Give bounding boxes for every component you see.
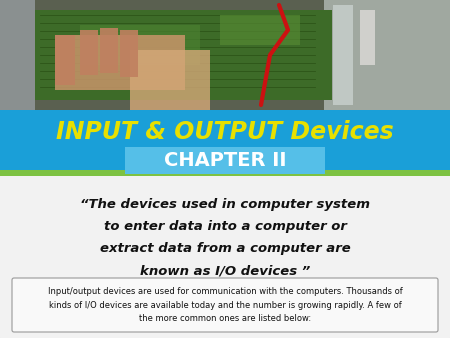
Bar [0,0,35,110]
Bar [55,35,75,85]
Text: known as I/O devices ”: known as I/O devices ” [140,264,310,277]
Bar [220,15,300,45]
Bar [0,170,450,176]
Bar [0,0,450,110]
Text: to enter data into a computer or: to enter data into a computer or [104,220,346,233]
Bar [360,10,375,65]
Text: extract data from a computer are: extract data from a computer are [99,242,351,255]
Bar [125,147,325,174]
Bar [35,10,332,100]
Bar [333,5,353,105]
Bar [324,0,450,110]
Text: “The devices used in computer system: “The devices used in computer system [80,198,370,211]
Text: INPUT & OUTPUT Devices: INPUT & OUTPUT Devices [56,120,394,144]
Bar [80,30,98,75]
Bar [120,30,138,77]
FancyBboxPatch shape [0,174,450,338]
Text: CHAPTER II: CHAPTER II [164,151,286,170]
FancyBboxPatch shape [12,278,438,332]
Bar [130,50,210,110]
Bar [55,35,185,90]
Bar [0,110,450,170]
Text: Input/output devices are used for communication with the computers. Thousands of: Input/output devices are used for commun… [48,287,402,323]
Bar [80,25,200,65]
Bar [100,28,118,73]
